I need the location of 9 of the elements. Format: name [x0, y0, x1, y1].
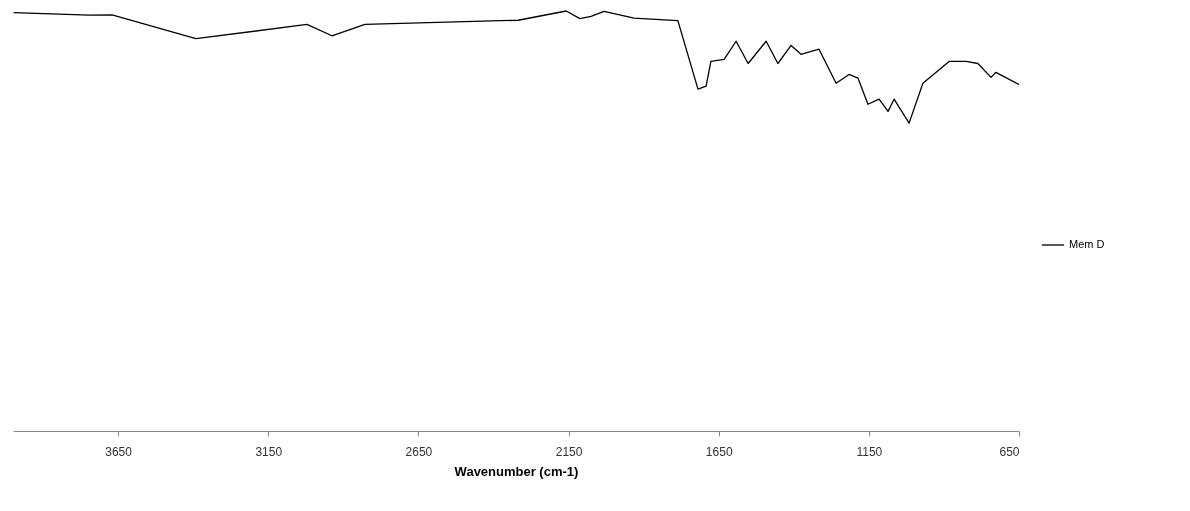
x-axis-title: Wavenumber (cm-1): [454, 463, 579, 479]
x-tick-label: 2150: [555, 444, 583, 459]
legend-label: Mem D: [1069, 238, 1105, 250]
x-tick-label: 650: [999, 444, 1020, 459]
x-tick-label: 1150: [856, 444, 883, 459]
x-tick-label: 3650: [105, 444, 133, 459]
x-tick-label: 2650: [405, 444, 433, 459]
x-tick-label: 3150: [255, 444, 283, 459]
x-tick-label: 1650: [705, 444, 733, 459]
